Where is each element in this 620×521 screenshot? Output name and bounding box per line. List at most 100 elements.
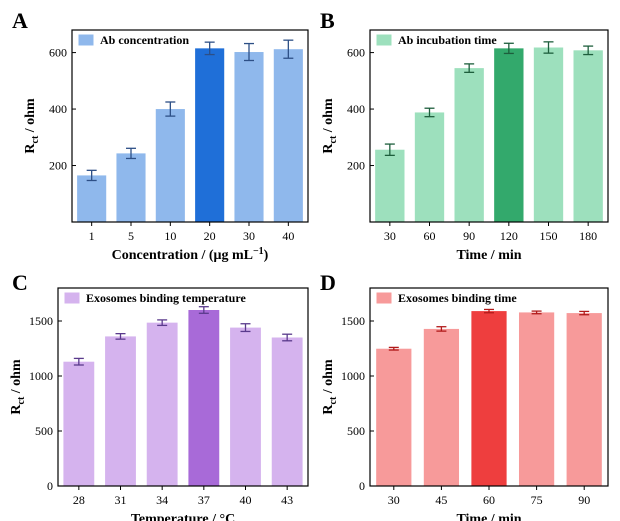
bar: [105, 336, 136, 486]
y-tick-label: 1500: [29, 314, 53, 328]
bar: [414, 112, 445, 222]
bar: [573, 50, 603, 223]
bar: [454, 68, 484, 222]
y-axis-title: Rct / ohm: [321, 98, 339, 154]
y-tick-label: 1000: [29, 369, 53, 383]
bar: [77, 175, 107, 222]
panel-letter: D: [320, 270, 336, 295]
error-bar: [198, 306, 209, 314]
x-tick-label: 120: [500, 229, 518, 243]
bar: [234, 52, 264, 222]
y-tick-label: 600: [49, 46, 67, 60]
error-bar: [73, 357, 84, 366]
legend: Ab concentration: [77, 33, 189, 47]
error-bar: [436, 326, 447, 332]
x-tick-label: 45: [435, 493, 447, 507]
error-bar: [384, 143, 395, 157]
x-tick-label: 37: [198, 493, 210, 507]
error-bar: [165, 101, 176, 117]
panel-letter: B: [320, 8, 335, 33]
bar: [146, 322, 178, 486]
y-tick-label: 0: [359, 479, 365, 493]
plot-frame: [71, 29, 309, 223]
error-bar: [126, 147, 136, 160]
error-bar: [484, 308, 494, 314]
y-tick-label: 500: [35, 424, 53, 438]
panel-c: C 0 500 1000 1500 28 31 34 37 40 43 Temperature / °…: [9, 270, 309, 521]
error-bar: [543, 41, 554, 54]
x-tick-label: 75: [531, 493, 543, 507]
error-bar: [86, 169, 97, 182]
y-tick-label: 400: [49, 102, 67, 116]
bar: [471, 311, 507, 486]
y-tick-label: 200: [49, 159, 67, 173]
panel-a: A 200 400 600 1 5 10 20 30 40 Concentration / (μg …: [12, 8, 309, 263]
x-tick-label: 5: [128, 229, 134, 243]
x-tick-label: 10: [164, 229, 176, 243]
panel-letter: A: [12, 8, 28, 33]
y-tick-label: 400: [347, 102, 365, 116]
x-tick-label: 34: [156, 493, 168, 507]
x-tick-label: 60: [424, 229, 436, 243]
error-bar: [579, 310, 590, 316]
bar: [63, 361, 95, 486]
y-tick-label: 600: [347, 46, 365, 60]
x-tick-label: 40: [282, 229, 294, 243]
x-tick-label: 31: [115, 493, 127, 507]
bar: [195, 48, 225, 223]
legend-swatch: [375, 33, 393, 47]
x-tick-label: 30: [384, 229, 396, 243]
bar: [533, 47, 564, 222]
panel-b: B 200 400 600 30 60 90 120 150 180 Time / min Rct /…: [320, 8, 609, 263]
error-bar: [503, 42, 514, 55]
error-bar: [204, 41, 215, 56]
bar: [188, 310, 220, 486]
bar: [375, 149, 405, 222]
x-tick-label: 40: [240, 493, 252, 507]
y-tick-label: 1000: [341, 369, 365, 383]
y-tick-label: 500: [347, 424, 365, 438]
bar: [155, 109, 185, 222]
legend-swatch: [63, 291, 81, 305]
legend: Exosomes binding temperature: [63, 291, 246, 305]
plot-frame: [369, 29, 609, 223]
bar: [423, 328, 460, 486]
legend-label: Ab concentration: [100, 33, 189, 47]
x-tick-label: 28: [73, 493, 85, 507]
error-bar: [115, 332, 126, 340]
error-bar: [244, 42, 254, 62]
x-tick-label: 180: [579, 229, 597, 243]
x-axis-title: Concentration / (μg mL−1): [112, 246, 269, 263]
legend-label: Ab incubation time: [398, 33, 497, 47]
x-tick-label: 30: [388, 493, 400, 507]
x-tick-label: 20: [204, 229, 216, 243]
panel-letter: C: [12, 270, 28, 295]
error-bar: [583, 45, 594, 56]
error-bar: [531, 310, 542, 315]
plot-frame: [57, 287, 309, 487]
legend: Ab incubation time: [375, 33, 497, 47]
error-bar: [283, 39, 294, 59]
x-tick-label: 90: [578, 493, 590, 507]
x-axis-title: Time / min: [456, 512, 521, 521]
bar: [494, 48, 524, 223]
panel-d: D 0 500 1000 1500 30 45 60 75 90 Time / min Rct / o…: [320, 270, 609, 521]
y-tick-label: 0: [47, 479, 53, 493]
bar: [518, 312, 555, 486]
bar: [273, 49, 303, 223]
y-axis-title: Rct / ohm: [23, 98, 41, 154]
error-bar: [388, 346, 399, 351]
y-tick-label: 1500: [341, 314, 365, 328]
x-tick-label: 30: [243, 229, 255, 243]
x-axis-title: Time / min: [456, 248, 521, 263]
y-axis-title: Rct / ohm: [321, 359, 339, 415]
x-tick-label: 43: [281, 493, 293, 507]
legend-label: Exosomes binding temperature: [86, 291, 246, 305]
bar: [376, 348, 412, 486]
legend: Exosomes binding time: [375, 291, 517, 305]
y-axis-title: Rct / ohm: [9, 359, 27, 415]
legend-label: Exosomes binding time: [398, 291, 517, 305]
x-axis-title: Temperature / °C: [131, 512, 235, 521]
bar: [566, 313, 602, 486]
